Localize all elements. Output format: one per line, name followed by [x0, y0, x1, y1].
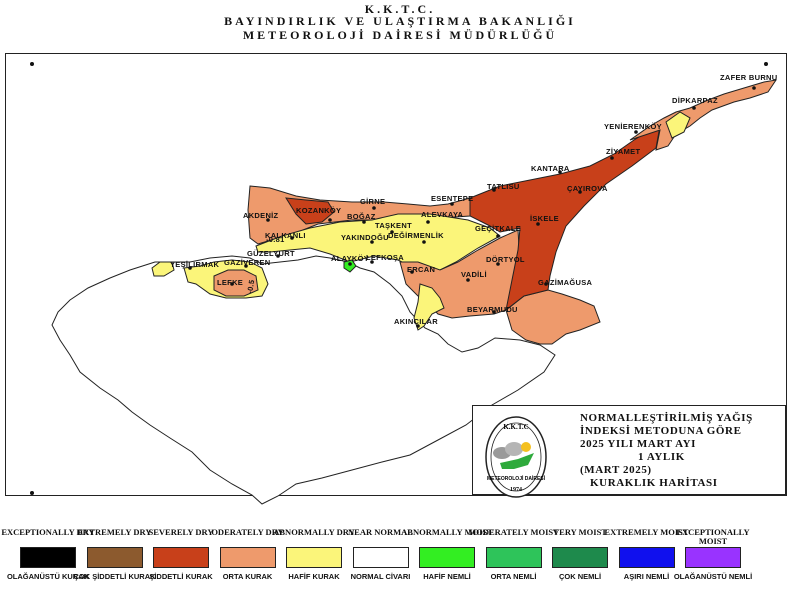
region-abnormally-dry-akincilar	[413, 283, 445, 331]
place-tatlisu: TATLISU	[487, 182, 520, 191]
place-gazimagusa: GAZİMAĞUSA	[538, 278, 593, 287]
place-yenierenkoy: YENİERENKÖY	[604, 122, 662, 131]
legend-swatch	[485, 547, 542, 568]
place-akdeniz: AKDENİZ	[243, 211, 279, 220]
legend-turkish-label: OLAĞANÜSTÜ KURAK	[6, 572, 90, 581]
region-moderately-dry-karpaz	[629, 79, 778, 151]
place-yesilirmak: YEŞİLIRMAK	[170, 260, 220, 269]
place-zafer-burnu: ZAFER BURNU	[720, 73, 777, 82]
legend-english-label: ABNORMALLY DRY	[273, 527, 355, 537]
place-lefkosa: LEFKOŞA	[366, 253, 404, 262]
legend-turkish-label: HAFİF KURAK	[288, 572, 340, 581]
legend-english-label: EXTREMELY MOIST	[604, 527, 689, 537]
legend-english-label: VERY MOIST	[553, 527, 607, 537]
info-line-6: KURAKLIK HARİTASI	[590, 477, 718, 489]
info-line-4: 1 AYLIK	[638, 451, 685, 463]
place-vadili: VADİLİ	[461, 270, 487, 279]
legend-english-label: EXCEPTIONALLY DRY	[1, 527, 95, 537]
place-esentepe: ESENTEPE	[431, 194, 473, 203]
legend-swatch	[552, 547, 608, 568]
legend-turkish-label: AŞIRI NEMLİ	[623, 572, 670, 581]
legend-swatch	[153, 547, 209, 568]
place-kantara: KANTARA	[531, 164, 570, 173]
legend-turkish-label: ÇOK ŞİDDETLİ KURAK	[73, 572, 156, 581]
info-line-3: 2025 YILI MART AYI	[580, 438, 697, 450]
region-severely-dry-east	[469, 125, 661, 312]
legend-english-label: SEVERELY DRY	[148, 527, 214, 537]
legend-swatch	[20, 547, 76, 568]
legend-turkish-label: NORMAL CİVARI	[350, 572, 411, 581]
legend-turkish-label: ORTA KURAK	[222, 572, 273, 581]
island-icon	[500, 453, 534, 469]
region-abnormally-dry-gazimagusa-coast	[505, 289, 601, 345]
info-line-1: NORMALLEŞTİRİLMİŞ YAĞIŞ	[580, 412, 753, 424]
corner-marker	[30, 491, 34, 495]
sun-icon	[521, 442, 531, 452]
legend-swatch	[352, 547, 409, 568]
region-abnormally-dry-dipkarpaz	[665, 111, 691, 139]
place-taskent: TAŞKENT	[375, 221, 412, 230]
region-moderately-dry-lefke	[213, 269, 259, 297]
place-yakindogu: YAKINDOĞU	[341, 233, 389, 242]
legend-english-label: EXCEPTIONALLY MOIST	[676, 527, 750, 546]
meteorology-logo: K.K.T.C METEOROLOJİ DAİRESİ 1974	[485, 416, 547, 498]
legend-swatch	[286, 547, 342, 568]
legend-swatch	[685, 547, 741, 568]
place-kalkanli: KALKANLI	[265, 231, 306, 240]
region-abnormally-moist-alaykoy	[343, 259, 357, 273]
station-dots	[188, 86, 756, 328]
place-dortyol: DÖRTYOL	[486, 255, 525, 264]
legend-turkish-label: ŞİDDETLİ KURAK	[149, 572, 213, 581]
legend-swatch	[219, 547, 276, 568]
place-degirmenlik: DEĞİRMENLİK	[388, 231, 444, 240]
header-line-1: K.K.T.C.	[364, 2, 436, 16]
logo-top-text: K.K.T.C	[503, 423, 528, 431]
place-cayirova: ÇAYIROVA	[567, 184, 608, 193]
legend-turkish-label: ORTA NEMLİ	[490, 572, 537, 581]
place-ziyamet: ZİYAMET	[606, 147, 640, 156]
place-girne: GİRNE	[360, 197, 385, 206]
place-lefke: LEFKE	[217, 278, 243, 287]
contour-label-a: -0.81	[266, 235, 285, 244]
place-akincilar: AKINCILAR	[394, 317, 438, 326]
legend-english-label: EXTREMELY DRY	[77, 527, 152, 537]
legend-english-label: ODERATELY DRY	[211, 527, 284, 537]
legend-swatch	[86, 547, 143, 568]
place-bogaz: BOĞAZ	[347, 212, 376, 221]
place-beyarmudu: BEYARMUDU	[467, 305, 518, 314]
info-line-2: İNDEKSİ METODUNA GÖRE	[580, 425, 742, 437]
corner-marker	[30, 62, 34, 66]
logo-name-text: METEOROLOJİ DAİRESİ	[487, 475, 546, 482]
corner-marker	[764, 62, 768, 66]
contour-label-b: -0.5	[245, 279, 256, 294]
legend-turkish-label: OLAĞANÜSTÜ NEMLİ	[673, 572, 753, 581]
info-box: K.K.T.C METEOROLOJİ DAİRESİ 1974 NORMALL…	[472, 405, 786, 498]
region-severely-dry-kozankoy	[285, 197, 335, 225]
place-alevkaya: ALEVKAYA	[421, 210, 464, 219]
legend-english-label: ABNORMALLY MOIST	[401, 527, 493, 537]
legend-turkish-label: ÇOK NEMLİ	[558, 572, 602, 581]
legend-english-label: MODERATELY MOIST	[468, 527, 559, 537]
place-gecitkale: GEÇİTKALE	[475, 224, 521, 233]
legend: EXCEPTIONALLY DRY OLAĞANÜSTÜ KURAK EXTREME…	[0, 526, 800, 599]
info-line-5: (MART 2025)	[580, 464, 652, 476]
legend-swatch	[618, 547, 675, 568]
place-iskele: İSKELE	[530, 214, 559, 223]
logo-year-text: 1974	[510, 487, 522, 493]
legend-swatch	[419, 547, 475, 568]
place-alaykoy: ALAYKÖY	[331, 254, 369, 263]
place-kozankoy: KOZANKÖY	[296, 206, 341, 215]
place-gaziveren: GAZİVEREN	[224, 258, 270, 267]
region-abnormally-dry-yesilirmak	[151, 261, 175, 277]
header-line-3: METEOROLOJİ DAİRESİ MÜDÜRLÜĞÜ	[242, 28, 558, 42]
legend-turkish-label: HAFİF NEMLİ	[423, 572, 471, 581]
place-dipkarpaz: DİPKARPAZ	[672, 96, 718, 105]
legend-english-label: NEAR NORMAL	[348, 527, 413, 537]
place-ercan: ERCAN	[407, 265, 435, 274]
header-line-2: BAYINDIRLIK VE ULAŞTIRMA BAKANLIĞI	[224, 14, 576, 28]
region-abnormally-dry-central	[255, 213, 501, 273]
place-guzelyurt: GÜZELYURT	[247, 249, 295, 258]
